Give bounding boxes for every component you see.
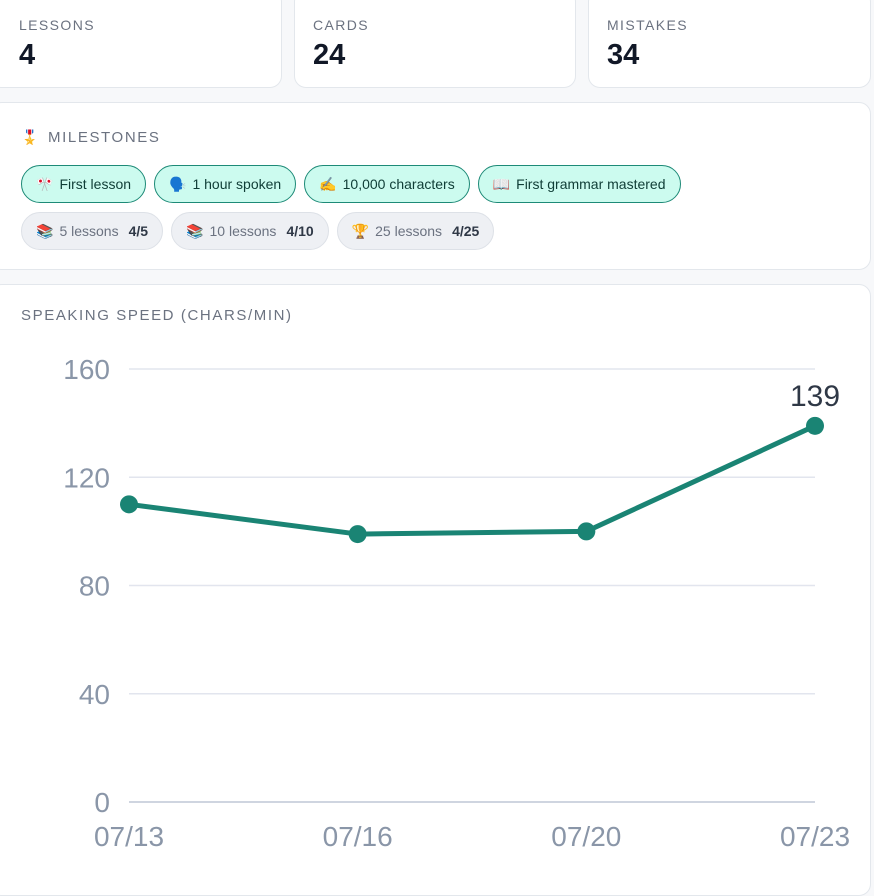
stat-label-mistakes: MISTAKES bbox=[607, 17, 688, 33]
milestone-5-lessons[interactable]: 📚 5 lessons 4/5 bbox=[21, 212, 164, 250]
milestone-first-grammar[interactable]: 📖 First grammar mastered bbox=[477, 165, 681, 203]
milestone-1-hour-spoken[interactable]: 🗣️ 1 hour spoken bbox=[154, 165, 297, 203]
books-icon: 📚 bbox=[186, 222, 204, 239]
milestone-count: 4/10 bbox=[286, 223, 314, 239]
y-tick-label: 120 bbox=[63, 462, 110, 493]
milestone-10-lessons[interactable]: 📚 10 lessons 4/10 bbox=[171, 212, 329, 250]
chart-data-labels: 139 bbox=[790, 380, 840, 413]
x-tick-label: 07/23 bbox=[780, 821, 850, 852]
stat-card-mistakes: MISTAKES 34 bbox=[588, 0, 871, 88]
milestones-title: MILESTONES bbox=[48, 129, 161, 146]
progress-milestones: 📚 5 lessons 4/5 📚 10 lessons 4/10 🏆 25 l… bbox=[21, 212, 495, 250]
speaking-speed-chart: 0 40 80 120 160 07/13 07/16 07/20 07/23 139 bbox=[63, 354, 850, 852]
milestone-label: 10 lessons bbox=[209, 223, 277, 239]
x-tick-label: 07/13 bbox=[94, 821, 164, 852]
chart-series bbox=[120, 416, 824, 544]
speaking-speed-title: SPEAKING SPEED (CHARS/MIN) bbox=[21, 307, 293, 324]
stat-card-lessons: LESSONS 4 bbox=[0, 0, 282, 88]
y-tick-label: 0 bbox=[94, 787, 110, 818]
series-line bbox=[126, 423, 818, 537]
open-book-icon: 📖 bbox=[492, 175, 511, 192]
milestone-label: 1 hour spoken bbox=[192, 176, 282, 192]
data-label: 139 bbox=[790, 380, 840, 413]
data-point bbox=[120, 495, 138, 514]
data-point bbox=[348, 525, 367, 544]
stat-label-lessons: LESSONS bbox=[19, 17, 95, 33]
chart-grid bbox=[129, 368, 815, 803]
y-tick-label: 40 bbox=[79, 679, 110, 710]
medal-icon: 🎖️ bbox=[21, 129, 41, 145]
milestone-label: First lesson bbox=[59, 176, 132, 192]
stat-value-lessons: 4 bbox=[19, 39, 36, 71]
writing-hand-icon: ✍️ bbox=[319, 175, 337, 192]
stat-label-cards: CARDS bbox=[313, 17, 370, 33]
milestone-count: 4/5 bbox=[128, 223, 149, 239]
stat-card-cards: CARDS 24 bbox=[294, 0, 576, 88]
trophy-icon: 🏆 bbox=[351, 222, 370, 239]
achieved-milestones: 🎌 First lesson 🗣️ 1 hour spoken ✍️ 10,00… bbox=[21, 165, 681, 203]
milestone-label: 10,000 characters bbox=[342, 176, 455, 192]
x-tick-label: 07/16 bbox=[323, 821, 393, 852]
speaking-speed-card: SPEAKING SPEED (CHARS/MIN) bbox=[0, 284, 871, 896]
milestone-25-lessons[interactable]: 🏆 25 lessons 4/25 bbox=[336, 212, 495, 250]
x-tick-label: 07/20 bbox=[551, 821, 621, 852]
y-axis-ticks: 0 40 80 120 160 bbox=[63, 354, 110, 818]
milestone-count: 4/25 bbox=[452, 223, 480, 239]
books-icon: 📚 bbox=[36, 222, 54, 239]
milestones-header: 🎖️ MILESTONES bbox=[21, 129, 160, 146]
milestone-label: 5 lessons bbox=[59, 223, 119, 239]
data-point bbox=[806, 416, 824, 435]
y-tick-label: 80 bbox=[79, 571, 110, 602]
milestone-label: First grammar mastered bbox=[516, 176, 666, 192]
flags-icon: 🎌 bbox=[36, 175, 54, 192]
stat-value-mistakes: 34 bbox=[607, 39, 640, 71]
x-axis-ticks: 07/13 07/16 07/20 07/23 bbox=[94, 821, 850, 852]
milestone-10000-characters[interactable]: ✍️ 10,000 characters bbox=[304, 165, 470, 203]
y-tick-label: 160 bbox=[63, 354, 110, 385]
stat-value-cards: 24 bbox=[313, 39, 346, 71]
data-point bbox=[577, 522, 596, 541]
milestone-label: 25 lessons bbox=[375, 223, 443, 239]
milestones-card: 🎖️ MILESTONES 🎌 First lesson 🗣️ 1 hour s… bbox=[0, 102, 871, 270]
speaking-head-icon: 🗣️ bbox=[169, 175, 187, 192]
milestone-first-lesson[interactable]: 🎌 First lesson bbox=[21, 165, 147, 203]
